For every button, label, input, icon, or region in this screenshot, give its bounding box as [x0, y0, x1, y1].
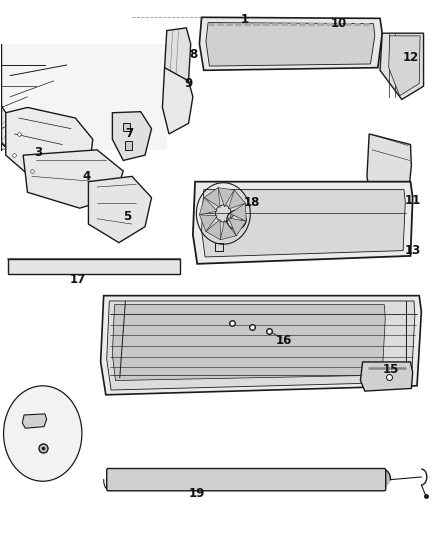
Polygon shape [23, 150, 123, 208]
Text: 5: 5 [124, 209, 132, 223]
Polygon shape [193, 182, 413, 264]
Polygon shape [201, 190, 405, 257]
Polygon shape [22, 414, 47, 428]
Polygon shape [199, 215, 217, 231]
Text: 16: 16 [276, 334, 293, 347]
Bar [123, 123, 130, 131]
Polygon shape [215, 205, 231, 222]
Polygon shape [1, 44, 167, 150]
Polygon shape [378, 470, 391, 489]
Text: 9: 9 [184, 77, 193, 90]
Text: 8: 8 [189, 48, 197, 61]
Text: 13: 13 [405, 244, 421, 257]
Polygon shape [228, 218, 246, 236]
FancyBboxPatch shape [8, 259, 180, 274]
Text: 12: 12 [403, 51, 419, 63]
Polygon shape [6, 108, 93, 192]
Polygon shape [88, 176, 152, 243]
Polygon shape [199, 17, 382, 70]
Polygon shape [113, 305, 385, 381]
Text: 4: 4 [82, 170, 90, 183]
Polygon shape [199, 197, 217, 215]
Text: 3: 3 [34, 146, 42, 159]
Polygon shape [206, 22, 375, 66]
Text: 10: 10 [331, 17, 347, 30]
Polygon shape [165, 28, 191, 92]
Polygon shape [206, 220, 220, 240]
Text: 19: 19 [189, 487, 205, 500]
Polygon shape [230, 203, 246, 221]
Text: 7: 7 [126, 127, 134, 140]
Polygon shape [101, 296, 421, 395]
Polygon shape [228, 190, 245, 209]
Bar [125, 141, 132, 150]
Polygon shape [204, 188, 220, 207]
Polygon shape [107, 301, 415, 390]
Text: 11: 11 [405, 193, 421, 207]
Polygon shape [0, 35, 59, 172]
Polygon shape [113, 112, 152, 160]
Text: 18: 18 [244, 196, 260, 209]
Polygon shape [196, 183, 251, 244]
Polygon shape [218, 188, 234, 207]
Circle shape [4, 386, 82, 481]
Polygon shape [231, 215, 242, 225]
Polygon shape [367, 134, 411, 206]
Polygon shape [162, 68, 193, 134]
Text: 17: 17 [70, 273, 86, 286]
FancyBboxPatch shape [107, 469, 386, 491]
Polygon shape [380, 33, 424, 100]
Text: 15: 15 [383, 364, 399, 376]
Text: 1: 1 [241, 13, 249, 27]
Polygon shape [220, 220, 237, 240]
Polygon shape [389, 36, 420, 96]
Polygon shape [360, 362, 413, 391]
